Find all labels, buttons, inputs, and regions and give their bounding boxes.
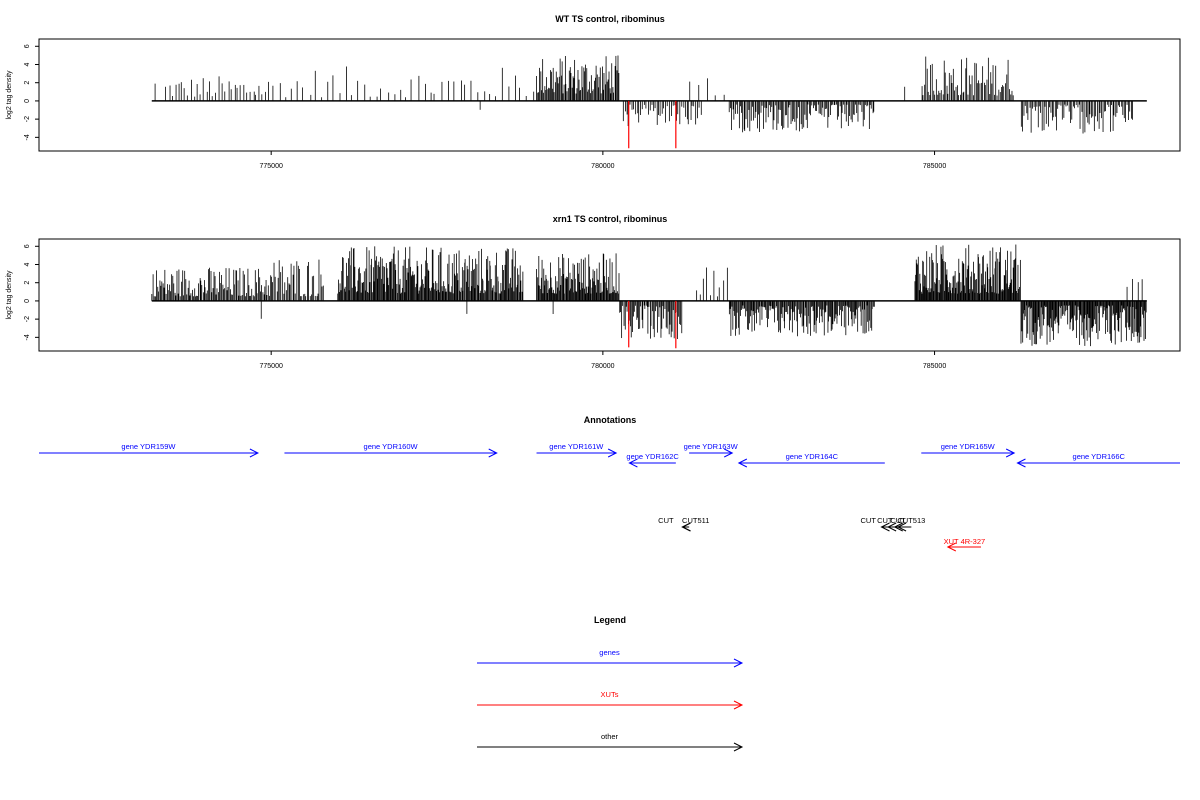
- legend-item: other: [477, 732, 744, 752]
- cut-label: CUT: [861, 516, 877, 525]
- gene-label: gene YDR161W: [549, 442, 604, 451]
- gene-arrow: [628, 458, 676, 468]
- annotations-panel: Annotations gene YDR159W gene YDR160W gene…: [39, 415, 1180, 552]
- y-tick-label: 0: [24, 299, 31, 303]
- xut-arrow: [946, 542, 981, 552]
- y-tick-label: 6: [24, 44, 31, 48]
- cut-label: CUT513: [897, 516, 925, 525]
- gene-label: gene YDR159W: [121, 442, 176, 451]
- cut-label: CUT: [658, 516, 674, 525]
- y-tick-label: -4: [24, 134, 31, 140]
- gene-label: gene YDR160W: [364, 442, 419, 451]
- gene-arrow: [39, 448, 260, 458]
- cut-label: CUT: [890, 516, 906, 525]
- legend-label: genes: [599, 648, 620, 657]
- gene-label: gene YDR162C: [626, 452, 679, 461]
- gene-label: gene YDR165W: [941, 442, 996, 451]
- y-tick-label: -2: [24, 316, 31, 322]
- cut-label: CUT: [877, 516, 893, 525]
- xrn1-bars: [151, 244, 1147, 349]
- annotations-title: Annotations: [584, 415, 637, 425]
- x-tick-label: 780000: [591, 363, 614, 370]
- legend-title: Legend: [594, 615, 626, 625]
- y-tick-label: -2: [24, 116, 31, 122]
- annotation-tracks: gene YDR159W gene YDR160W gene YDR161W gene…: [39, 442, 1180, 552]
- legend-item: XUTs: [477, 690, 744, 710]
- legend-arrowhead: [733, 700, 744, 710]
- x-tick-label: 785000: [923, 163, 946, 170]
- y-tick-label: 4: [24, 262, 31, 266]
- xrn1-x-axis: 775000 780000 785000: [260, 351, 946, 370]
- gene-arrow: [737, 458, 885, 468]
- legend-panel: Legend genes XUTs other: [477, 615, 744, 752]
- legend-arrowhead: [733, 742, 744, 752]
- x-tick-label: 780000: [591, 163, 614, 170]
- legend-item: genes: [477, 648, 744, 668]
- wt-bars: [151, 55, 1147, 149]
- gene-arrow: [284, 448, 498, 458]
- gene-label: gene YDR166C: [1073, 452, 1126, 461]
- gene-arrow: [921, 448, 1016, 458]
- wt-panel-title: WT TS control, ribominus: [555, 14, 665, 24]
- cut-label: CUT511: [682, 516, 709, 525]
- xut-label: XUT 4R-327: [944, 537, 986, 546]
- legend-items: genes XUTs other: [477, 648, 744, 752]
- cut-arrow: [681, 522, 691, 532]
- wt-plot-frame: [38, 38, 1181, 152]
- gene-label: gene YDR163W: [684, 442, 739, 451]
- legend-label: XUTs: [601, 690, 619, 699]
- wt-y-axis: -4 -2 0 2 4 6: [24, 44, 39, 140]
- wt-x-axis: 775000 780000 785000: [260, 151, 946, 170]
- y-tick-label: 2: [24, 81, 31, 85]
- y-tick-label: 2: [24, 281, 31, 285]
- x-tick-label: 775000: [260, 363, 283, 370]
- xrn1-y-axis: -4 -2 0 2 4 6: [24, 244, 39, 340]
- x-tick-label: 785000: [923, 363, 946, 370]
- gene-arrow: [536, 448, 618, 458]
- y-tick-label: 4: [24, 62, 31, 66]
- wt-panel: WT TS control, ribominus log2 tag densit…: [6, 14, 1181, 170]
- gene-arrow: [1016, 458, 1180, 468]
- legend-label: other: [601, 732, 619, 741]
- xrn1-plot-frame: [38, 238, 1181, 352]
- gene-arrow: [689, 448, 734, 458]
- xrn1-panel-title: xrn1 TS control, ribominus: [553, 214, 668, 224]
- legend-arrowhead: [733, 658, 744, 668]
- xrn1-panel: xrn1 TS control, ribominus log2 tag dens…: [6, 214, 1181, 370]
- xrn1-y-axis-label: log2 tag density: [6, 270, 13, 320]
- gene-label: gene YDR164C: [786, 452, 839, 461]
- wt-y-axis-label: log2 tag density: [6, 70, 13, 120]
- y-tick-label: -4: [24, 334, 31, 340]
- x-tick-label: 775000: [260, 163, 283, 170]
- cut-arrow: [896, 522, 912, 532]
- y-tick-label: 6: [24, 244, 31, 248]
- y-tick-label: 0: [24, 99, 31, 103]
